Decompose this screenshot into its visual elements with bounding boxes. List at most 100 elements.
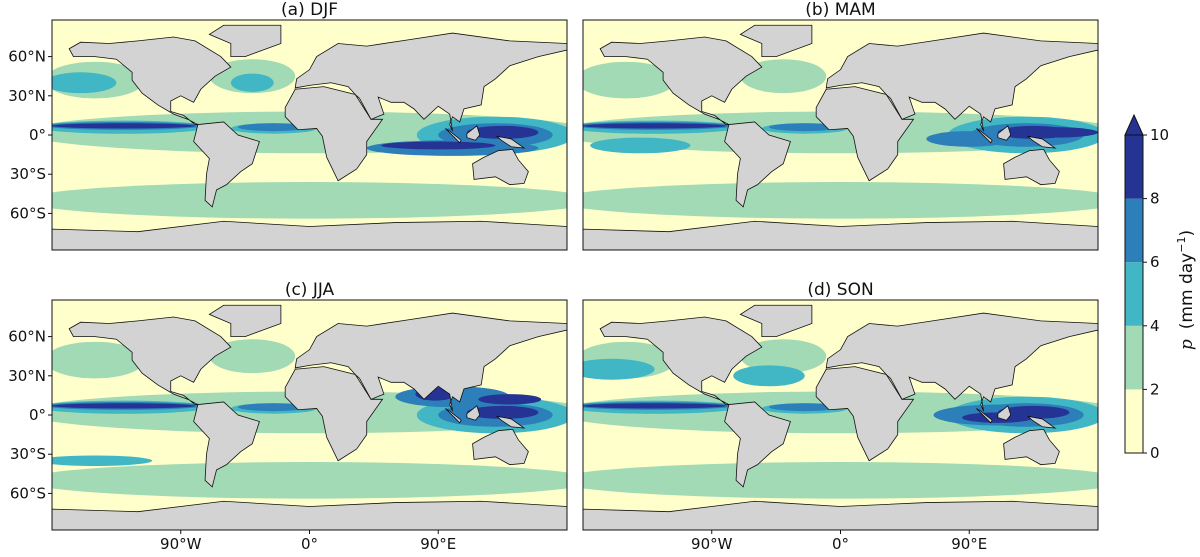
landmass bbox=[724, 121, 791, 208]
colorbar-segment bbox=[1125, 262, 1143, 326]
colorbar-tick-label: 6 bbox=[1150, 253, 1160, 271]
landmass bbox=[294, 32, 567, 132]
panel-title: (b) MAM bbox=[805, 0, 875, 20]
lat-tick-label: 60°S bbox=[10, 484, 46, 502]
map-panel bbox=[583, 20, 1098, 250]
lat-tick-label: 0° bbox=[29, 406, 46, 424]
colorbar-segment bbox=[1125, 198, 1143, 263]
colorbar-exponent: −1 bbox=[1175, 237, 1188, 253]
colorbar-label: p (mm day−1) bbox=[1175, 230, 1197, 350]
precip-band bbox=[466, 405, 539, 419]
lon-tick-label: 90°W bbox=[160, 535, 202, 553]
colorbar-unit: (mm day bbox=[1177, 253, 1197, 329]
landmass bbox=[599, 316, 763, 405]
landmass bbox=[495, 135, 526, 149]
landmass bbox=[724, 401, 791, 488]
precip-band bbox=[52, 182, 567, 219]
lat-tick-label: 0° bbox=[29, 126, 46, 144]
landmass bbox=[466, 125, 481, 141]
precip-band bbox=[583, 182, 1098, 219]
panel-title: (a) DJF bbox=[281, 0, 338, 20]
landmass bbox=[208, 304, 282, 337]
precip-band bbox=[52, 403, 196, 409]
lat-tick-label: 30°S bbox=[10, 445, 46, 463]
lat-tick-label: 60°N bbox=[8, 48, 46, 66]
colorbar-segment bbox=[1125, 325, 1143, 390]
landmass bbox=[284, 366, 384, 462]
precip-band bbox=[590, 137, 691, 154]
landmass bbox=[495, 415, 526, 429]
landmass bbox=[825, 32, 1098, 132]
precip-band bbox=[740, 339, 827, 374]
landmass bbox=[583, 220, 1098, 250]
colorbar-segment bbox=[1125, 135, 1143, 199]
lat-tick-label: 30°N bbox=[8, 87, 46, 105]
precip-band bbox=[52, 72, 117, 94]
colorbar-tick-label: 8 bbox=[1150, 190, 1160, 208]
landmass bbox=[466, 405, 481, 421]
landmass bbox=[52, 500, 567, 530]
lon-tick-label: 90°E bbox=[951, 535, 987, 553]
landmass bbox=[976, 408, 993, 424]
map-panel bbox=[52, 300, 567, 530]
precip-band bbox=[52, 123, 196, 129]
lat-tick-label: 60°N bbox=[8, 328, 46, 346]
precip-band bbox=[52, 455, 153, 466]
precip-band bbox=[768, 123, 841, 132]
colorbar-extend bbox=[1124, 113, 1144, 136]
landmass bbox=[976, 128, 993, 144]
landmass bbox=[739, 24, 813, 57]
landmass bbox=[997, 405, 1012, 421]
precip-band bbox=[478, 394, 542, 405]
landmass bbox=[1026, 415, 1057, 429]
panel-frame bbox=[582, 19, 1099, 251]
colorbar-close: ) bbox=[1177, 230, 1197, 237]
precip-band bbox=[466, 125, 539, 139]
landmass bbox=[815, 86, 915, 182]
precip-band bbox=[237, 123, 310, 132]
precip-band bbox=[583, 61, 676, 99]
landmass bbox=[1003, 148, 1060, 186]
lon-tick-label: 0° bbox=[832, 535, 849, 553]
landmass bbox=[193, 401, 260, 488]
landmass bbox=[997, 125, 1012, 141]
precip-band bbox=[230, 73, 274, 92]
landmass bbox=[208, 24, 282, 57]
landmass bbox=[52, 220, 567, 250]
precip-band bbox=[209, 339, 296, 374]
map-panel bbox=[583, 300, 1098, 530]
lon-tick-label: 0° bbox=[301, 535, 318, 553]
lon-tick-label: 90°W bbox=[691, 535, 733, 553]
colorbar-symbol: p bbox=[1177, 339, 1197, 350]
precip-band bbox=[740, 59, 827, 94]
colorbar-tick-label: 2 bbox=[1150, 380, 1160, 398]
precip-band bbox=[733, 365, 805, 387]
landmass bbox=[294, 312, 567, 412]
colorbar-tick-label: 0 bbox=[1150, 444, 1160, 462]
precip-band bbox=[237, 403, 310, 412]
landmass bbox=[284, 86, 384, 182]
landmass bbox=[815, 366, 915, 462]
precip-band bbox=[1012, 127, 1098, 138]
landmass bbox=[472, 428, 529, 466]
precip-band bbox=[583, 403, 727, 409]
colorbar-frame bbox=[1124, 134, 1144, 454]
landmass bbox=[739, 304, 813, 337]
precip-band bbox=[381, 141, 496, 150]
precip-band bbox=[52, 462, 567, 499]
lat-tick-label: 30°N bbox=[8, 367, 46, 385]
landmass bbox=[68, 36, 232, 125]
landmass bbox=[445, 128, 462, 144]
lat-tick-label: 30°S bbox=[10, 165, 46, 183]
landmass bbox=[68, 316, 232, 405]
landmass bbox=[599, 36, 763, 125]
precip-band bbox=[583, 123, 727, 129]
precip-band bbox=[583, 358, 655, 380]
landmass bbox=[193, 121, 260, 208]
landmass bbox=[472, 148, 529, 186]
precip-band bbox=[768, 403, 841, 412]
lat-tick-label: 60°S bbox=[10, 204, 46, 222]
landmass bbox=[1026, 135, 1057, 149]
colorbar-tick-label: 10 bbox=[1150, 126, 1169, 144]
